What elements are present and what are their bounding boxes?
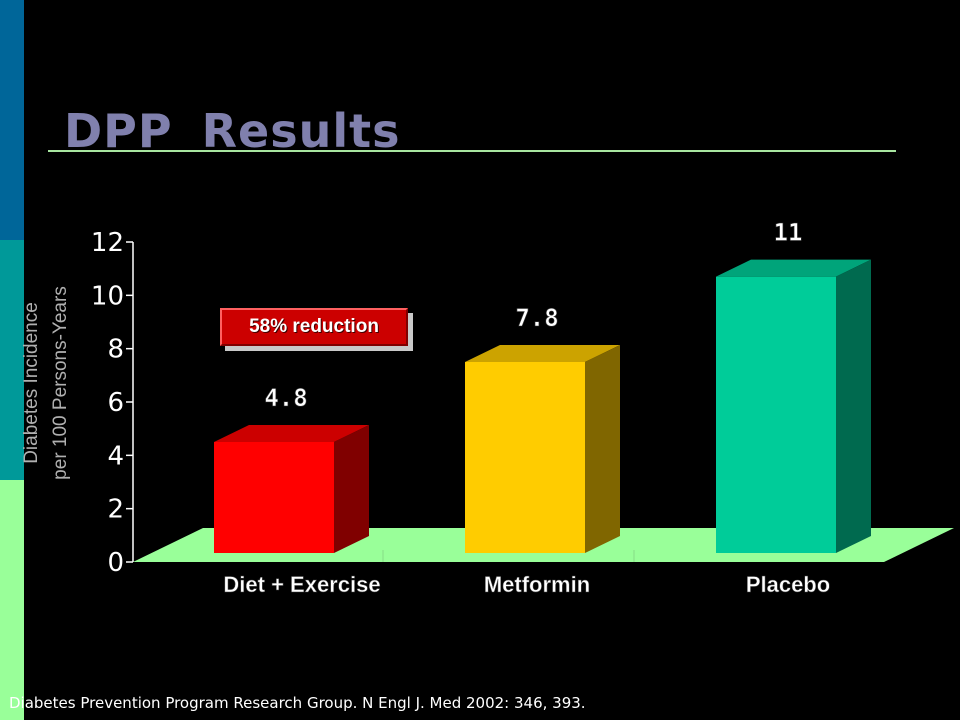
title-underline — [48, 150, 896, 152]
y-axis-title-line: Diabetes Incidence — [21, 302, 42, 464]
data-label: 11 — [774, 219, 803, 247]
y-tick-label: 2 — [107, 495, 124, 525]
bar-side — [836, 259, 871, 553]
data-label: 7.8 — [515, 304, 558, 332]
y-tick-label: 12 — [91, 228, 124, 258]
reduction-callout: 58% reduction — [220, 308, 413, 351]
sidebar-band-teal — [0, 240, 24, 480]
y-tick-label: 10 — [91, 281, 124, 311]
sidebar-accent — [0, 0, 24, 720]
y-axis-title-line: per 100 Persons-Years — [50, 286, 71, 480]
y-axis-title: Diabetes Incidence per 100 Persons-Years — [21, 286, 71, 480]
bar-side — [334, 425, 369, 553]
category-label: Diet + Exercise — [223, 572, 380, 597]
bar-side — [585, 345, 620, 553]
bar-top — [465, 345, 620, 362]
sidebar-band-blue — [0, 0, 24, 240]
bar — [716, 276, 836, 553]
category-label: Metformin — [484, 572, 590, 597]
y-tick-label: 4 — [107, 441, 124, 471]
sidebar-band-green — [0, 480, 24, 720]
y-tick-label: 8 — [107, 335, 124, 365]
bar — [465, 362, 585, 553]
slide-title: DPP Results — [64, 104, 401, 158]
y-tick-label: 6 — [107, 388, 124, 418]
category-label: Placebo — [746, 572, 830, 597]
bar-top — [716, 259, 871, 277]
bar-top — [214, 425, 369, 442]
bar — [214, 442, 334, 553]
callout-label: 58% reduction — [220, 308, 408, 346]
citation: Diabetes Prevention Program Research Gro… — [9, 694, 586, 712]
data-label: 4.8 — [264, 384, 307, 412]
y-tick-label: 0 — [107, 548, 124, 578]
